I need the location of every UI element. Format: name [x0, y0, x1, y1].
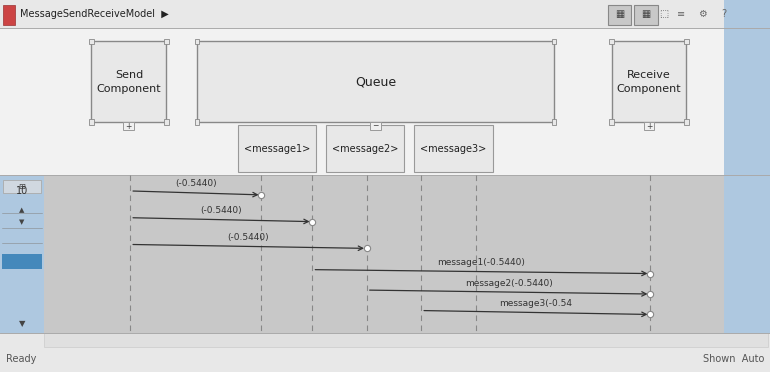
Text: (-0.5440): (-0.5440): [200, 206, 242, 215]
Text: ▼: ▼: [18, 319, 25, 328]
Bar: [0, 175, 44, 333]
Bar: [644, 122, 654, 131]
Text: ≡: ≡: [678, 9, 685, 19]
Bar: [2, 254, 42, 269]
Text: ⚙: ⚙: [698, 9, 707, 19]
Text: message2(-0.5440): message2(-0.5440): [465, 279, 553, 288]
Bar: [164, 119, 169, 125]
Bar: [608, 5, 631, 25]
Bar: [3, 5, 15, 25]
Text: <message1>: <message1>: [243, 144, 310, 154]
Text: Queue: Queue: [355, 76, 396, 89]
Bar: [684, 119, 688, 125]
Text: ▦: ▦: [615, 9, 624, 19]
Text: ▲: ▲: [19, 208, 25, 214]
Bar: [123, 122, 134, 131]
Text: ▦: ▦: [641, 9, 651, 19]
Text: −: −: [372, 122, 379, 131]
Bar: [609, 119, 614, 125]
Text: message3(-0.54: message3(-0.54: [499, 299, 572, 308]
Text: ▼: ▼: [19, 219, 25, 225]
Bar: [414, 125, 493, 172]
Text: <message3>: <message3>: [420, 144, 487, 154]
Bar: [609, 39, 614, 45]
Bar: [551, 39, 556, 45]
Text: Receive
Component: Receive Component: [617, 70, 681, 93]
Text: +: +: [126, 122, 132, 131]
Bar: [634, 5, 658, 25]
Text: Ready: Ready: [6, 355, 36, 364]
Text: ⬚: ⬚: [659, 9, 668, 19]
Bar: [724, 0, 770, 175]
Text: <message2>: <message2>: [332, 144, 398, 154]
Bar: [370, 122, 380, 131]
Bar: [684, 39, 688, 45]
Bar: [3, 180, 41, 193]
Bar: [44, 333, 768, 347]
Bar: [195, 119, 199, 125]
Text: ⊞: ⊞: [18, 182, 25, 191]
Text: message1(-0.5440): message1(-0.5440): [437, 258, 525, 267]
Bar: [238, 125, 316, 172]
Bar: [92, 42, 166, 122]
Bar: [89, 119, 94, 125]
Bar: [89, 39, 94, 45]
Text: ?: ?: [721, 9, 726, 19]
Text: MessageSendReceiveModel  ▶: MessageSendReceiveModel ▶: [20, 9, 169, 19]
Text: (-0.5440): (-0.5440): [175, 179, 216, 189]
Bar: [724, 175, 770, 333]
Text: Send
Component: Send Component: [96, 70, 161, 93]
Bar: [197, 42, 554, 122]
Text: +: +: [646, 122, 652, 131]
Bar: [44, 175, 724, 333]
Bar: [551, 119, 556, 125]
Bar: [0, 0, 770, 28]
Bar: [0, 28, 770, 175]
Bar: [195, 39, 199, 45]
Bar: [326, 125, 404, 172]
Text: Shown  Auto: Shown Auto: [703, 355, 765, 364]
Bar: [164, 39, 169, 45]
Text: 10: 10: [16, 186, 28, 196]
Text: (-0.5440): (-0.5440): [228, 233, 270, 242]
Bar: [0, 347, 770, 372]
Bar: [611, 42, 686, 122]
